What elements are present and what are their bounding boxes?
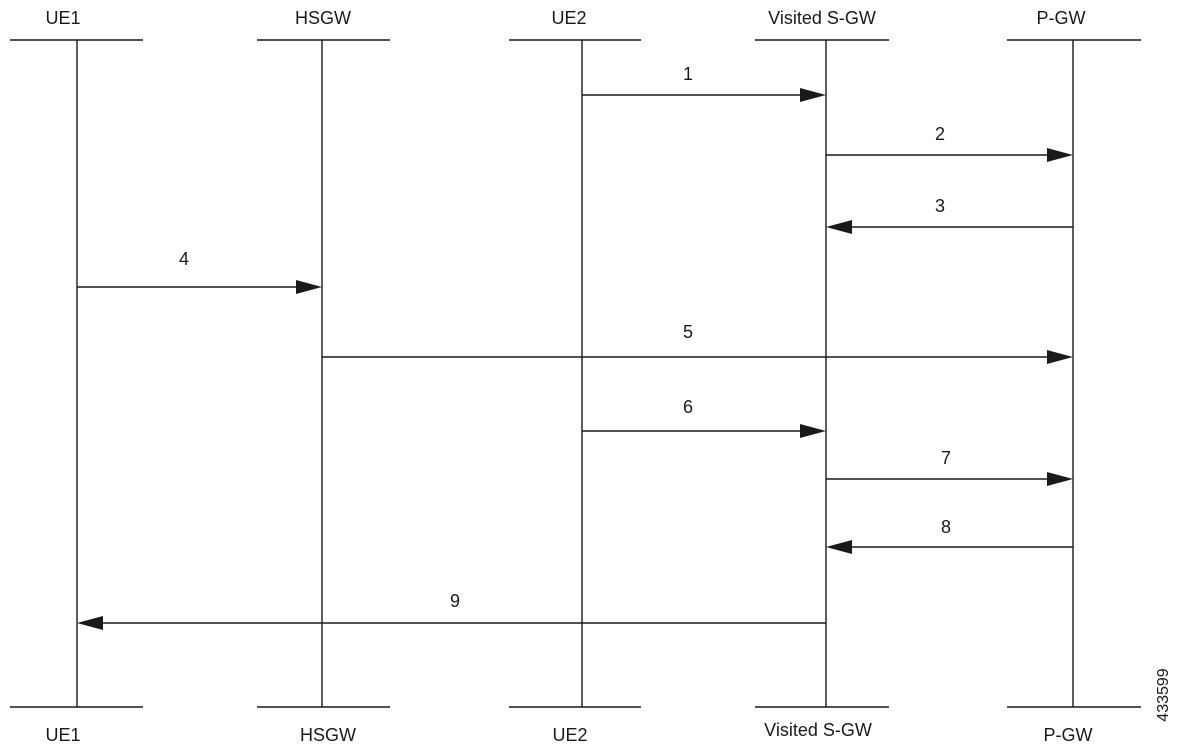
participant-label-bottom-pgw: P-GW [1044,725,1093,745]
participant-label-top-pgw: P-GW [1037,8,1086,28]
participant-label-top-vsgw: Visited S-GW [768,8,876,28]
participant-label-bottom-hsgw: HSGW [300,725,356,745]
arrowhead-6 [800,424,826,438]
arrowhead-2 [1047,148,1073,162]
arrowhead-1 [800,88,826,102]
figure-id: 433599 [1155,668,1172,721]
participant-label-top-hsgw: HSGW [295,8,351,28]
message-label-6: 6 [683,397,693,417]
message-label-4: 4 [179,249,189,269]
participant-label-bottom-vsgw: Visited S-GW [764,720,872,740]
participant-label-top-ue2: UE2 [551,8,586,28]
message-label-1: 1 [683,64,693,84]
message-label-7: 7 [941,448,951,468]
participant-label-top-ue1: UE1 [45,8,80,28]
message-label-2: 2 [935,124,945,144]
message-label-5: 5 [683,322,693,342]
arrowhead-9 [77,616,103,630]
arrowhead-7 [1047,472,1073,486]
arrowhead-8 [826,540,852,554]
message-label-9: 9 [450,591,460,611]
participant-label-bottom-ue1: UE1 [45,725,80,745]
arrowhead-3 [826,220,852,234]
participant-label-bottom-ue2: UE2 [552,725,587,745]
message-arrows [77,88,1073,630]
message-label-8: 8 [941,517,951,537]
message-label-3: 3 [935,196,945,216]
arrowhead-4 [296,280,322,294]
arrowhead-5 [1047,350,1073,364]
lifelines [76,40,1074,707]
